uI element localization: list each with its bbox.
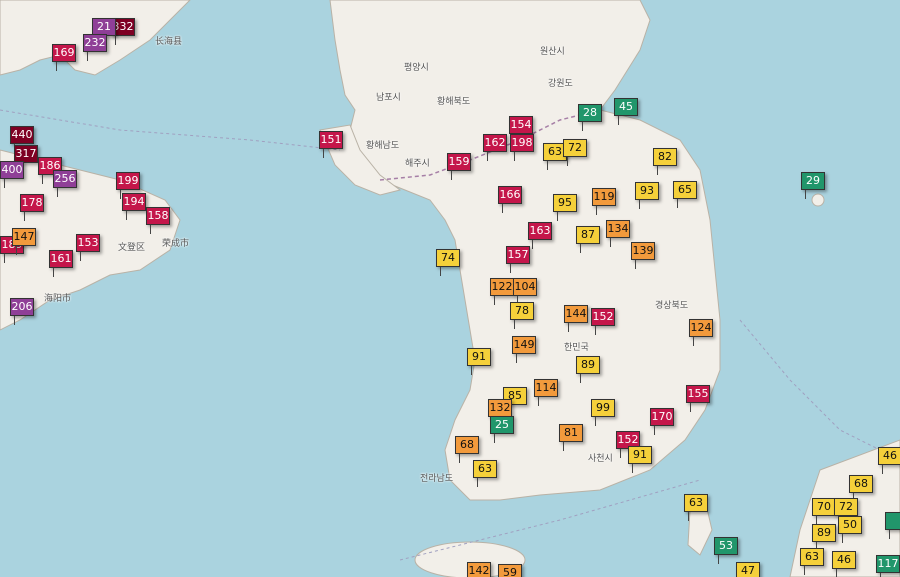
station-marker[interactable]: 206	[10, 298, 34, 325]
station-marker[interactable]: 152	[591, 308, 615, 335]
station-marker[interactable]: 25	[490, 416, 514, 443]
station-marker[interactable]: 46	[878, 447, 900, 474]
place-label: 海阳市	[44, 294, 72, 304]
station-marker[interactable]: 91	[467, 348, 491, 375]
station-marker[interactable]: 144	[564, 305, 588, 332]
station-marker[interactable]: 400	[0, 161, 24, 188]
station-marker[interactable]: 89	[576, 356, 600, 383]
station-marker[interactable]: 63	[543, 143, 567, 170]
station-marker[interactable]: 117	[876, 555, 900, 577]
station-marker[interactable]: 132	[488, 399, 512, 426]
station-marker[interactable]: 124	[689, 319, 713, 346]
place-label: 전라남도	[420, 474, 454, 484]
station-marker[interactable]: 178	[20, 194, 44, 221]
station-marker[interactable]: 28	[578, 104, 602, 131]
place-label: 해주시	[405, 159, 430, 169]
station-marker[interactable]: 139	[631, 242, 655, 269]
station-marker[interactable]: 198	[510, 134, 534, 161]
station-marker[interactable]: 151	[319, 131, 343, 158]
place-label: 황해북도	[437, 97, 471, 107]
station-marker[interactable]: 78	[510, 302, 534, 329]
station-marker[interactable]: 199	[116, 172, 140, 199]
station-marker[interactable]: 29	[801, 172, 825, 199]
station-marker[interactable]: 232	[83, 34, 107, 61]
station-marker[interactable]: 186	[38, 157, 62, 184]
station-marker[interactable]: 63	[473, 460, 497, 487]
station-marker[interactable]: 91	[628, 446, 652, 473]
station-marker[interactable]: 170	[650, 408, 674, 435]
station-marker[interactable]: 440	[10, 126, 34, 153]
place-label: 사천시	[588, 454, 613, 464]
station-marker[interactable]: 122	[490, 278, 514, 305]
place-label: 황해남도	[366, 141, 400, 151]
station-marker[interactable]: 68	[849, 475, 873, 502]
station-marker[interactable]: 50	[838, 516, 862, 543]
station-marker[interactable]: 45	[614, 98, 638, 125]
station-marker[interactable]: 70	[812, 498, 836, 525]
station-marker[interactable]: 81	[559, 424, 583, 451]
station-marker[interactable]: 47	[736, 562, 760, 577]
place-label: 한민국	[564, 343, 589, 353]
station-marker[interactable]: 134	[606, 220, 630, 247]
station-marker[interactable]: 163	[528, 222, 552, 249]
station-marker[interactable]: 166	[498, 186, 522, 213]
station-marker[interactable]: 155	[686, 385, 710, 412]
station-marker[interactable]: 46	[832, 551, 856, 577]
station-marker[interactable]: 74	[436, 249, 460, 276]
station-marker[interactable]: 194	[122, 193, 146, 220]
station-marker[interactable]: 65	[673, 181, 697, 208]
station-marker[interactable]: 114	[534, 379, 558, 406]
station-marker[interactable]: 72	[834, 498, 858, 525]
place-label: 원산시	[540, 47, 565, 57]
station-marker[interactable]: 147	[12, 228, 36, 255]
place-label: 강원도	[548, 79, 573, 89]
station-marker[interactable]: 104	[513, 278, 537, 305]
place-label: 남포시	[376, 93, 401, 103]
station-marker[interactable]: 99	[591, 399, 615, 426]
station-marker[interactable]: 159	[447, 153, 471, 180]
station-marker[interactable]: 161	[49, 250, 73, 277]
place-label: 文登区	[118, 243, 146, 253]
station-marker[interactable]	[885, 512, 900, 539]
station-marker[interactable]: 317	[14, 145, 38, 172]
station-marker[interactable]: 72	[563, 139, 587, 166]
station-marker[interactable]: 87	[576, 226, 600, 253]
place-label: 荣成市	[162, 239, 190, 249]
station-marker[interactable]: 153	[76, 234, 100, 261]
station-marker[interactable]: 142	[467, 562, 491, 577]
station-marker[interactable]: 82	[653, 148, 677, 175]
station-marker[interactable]: 93	[635, 182, 659, 209]
station-marker[interactable]: 95	[553, 194, 577, 221]
station-marker[interactable]: 256	[53, 170, 77, 197]
station-marker[interactable]: 63	[800, 548, 824, 575]
place-label: 평양시	[404, 63, 429, 73]
station-marker[interactable]: 59	[498, 564, 522, 577]
station-marker[interactable]: 53	[714, 537, 738, 564]
station-marker[interactable]: 89	[812, 524, 836, 551]
station-marker[interactable]: 157	[506, 246, 530, 273]
place-label: 长海县	[155, 37, 183, 47]
station-marker[interactable]: 63	[684, 494, 708, 521]
place-label: 경상북도	[655, 301, 689, 311]
station-marker[interactable]: 68	[455, 436, 479, 463]
station-marker[interactable]: 169	[52, 44, 76, 71]
station-marker[interactable]: 154	[509, 116, 533, 143]
station-marker[interactable]: 149	[512, 336, 536, 363]
station-marker[interactable]: 119	[592, 188, 616, 215]
station-marker[interactable]: 162	[483, 134, 507, 161]
station-marker[interactable]: 158	[146, 207, 170, 234]
